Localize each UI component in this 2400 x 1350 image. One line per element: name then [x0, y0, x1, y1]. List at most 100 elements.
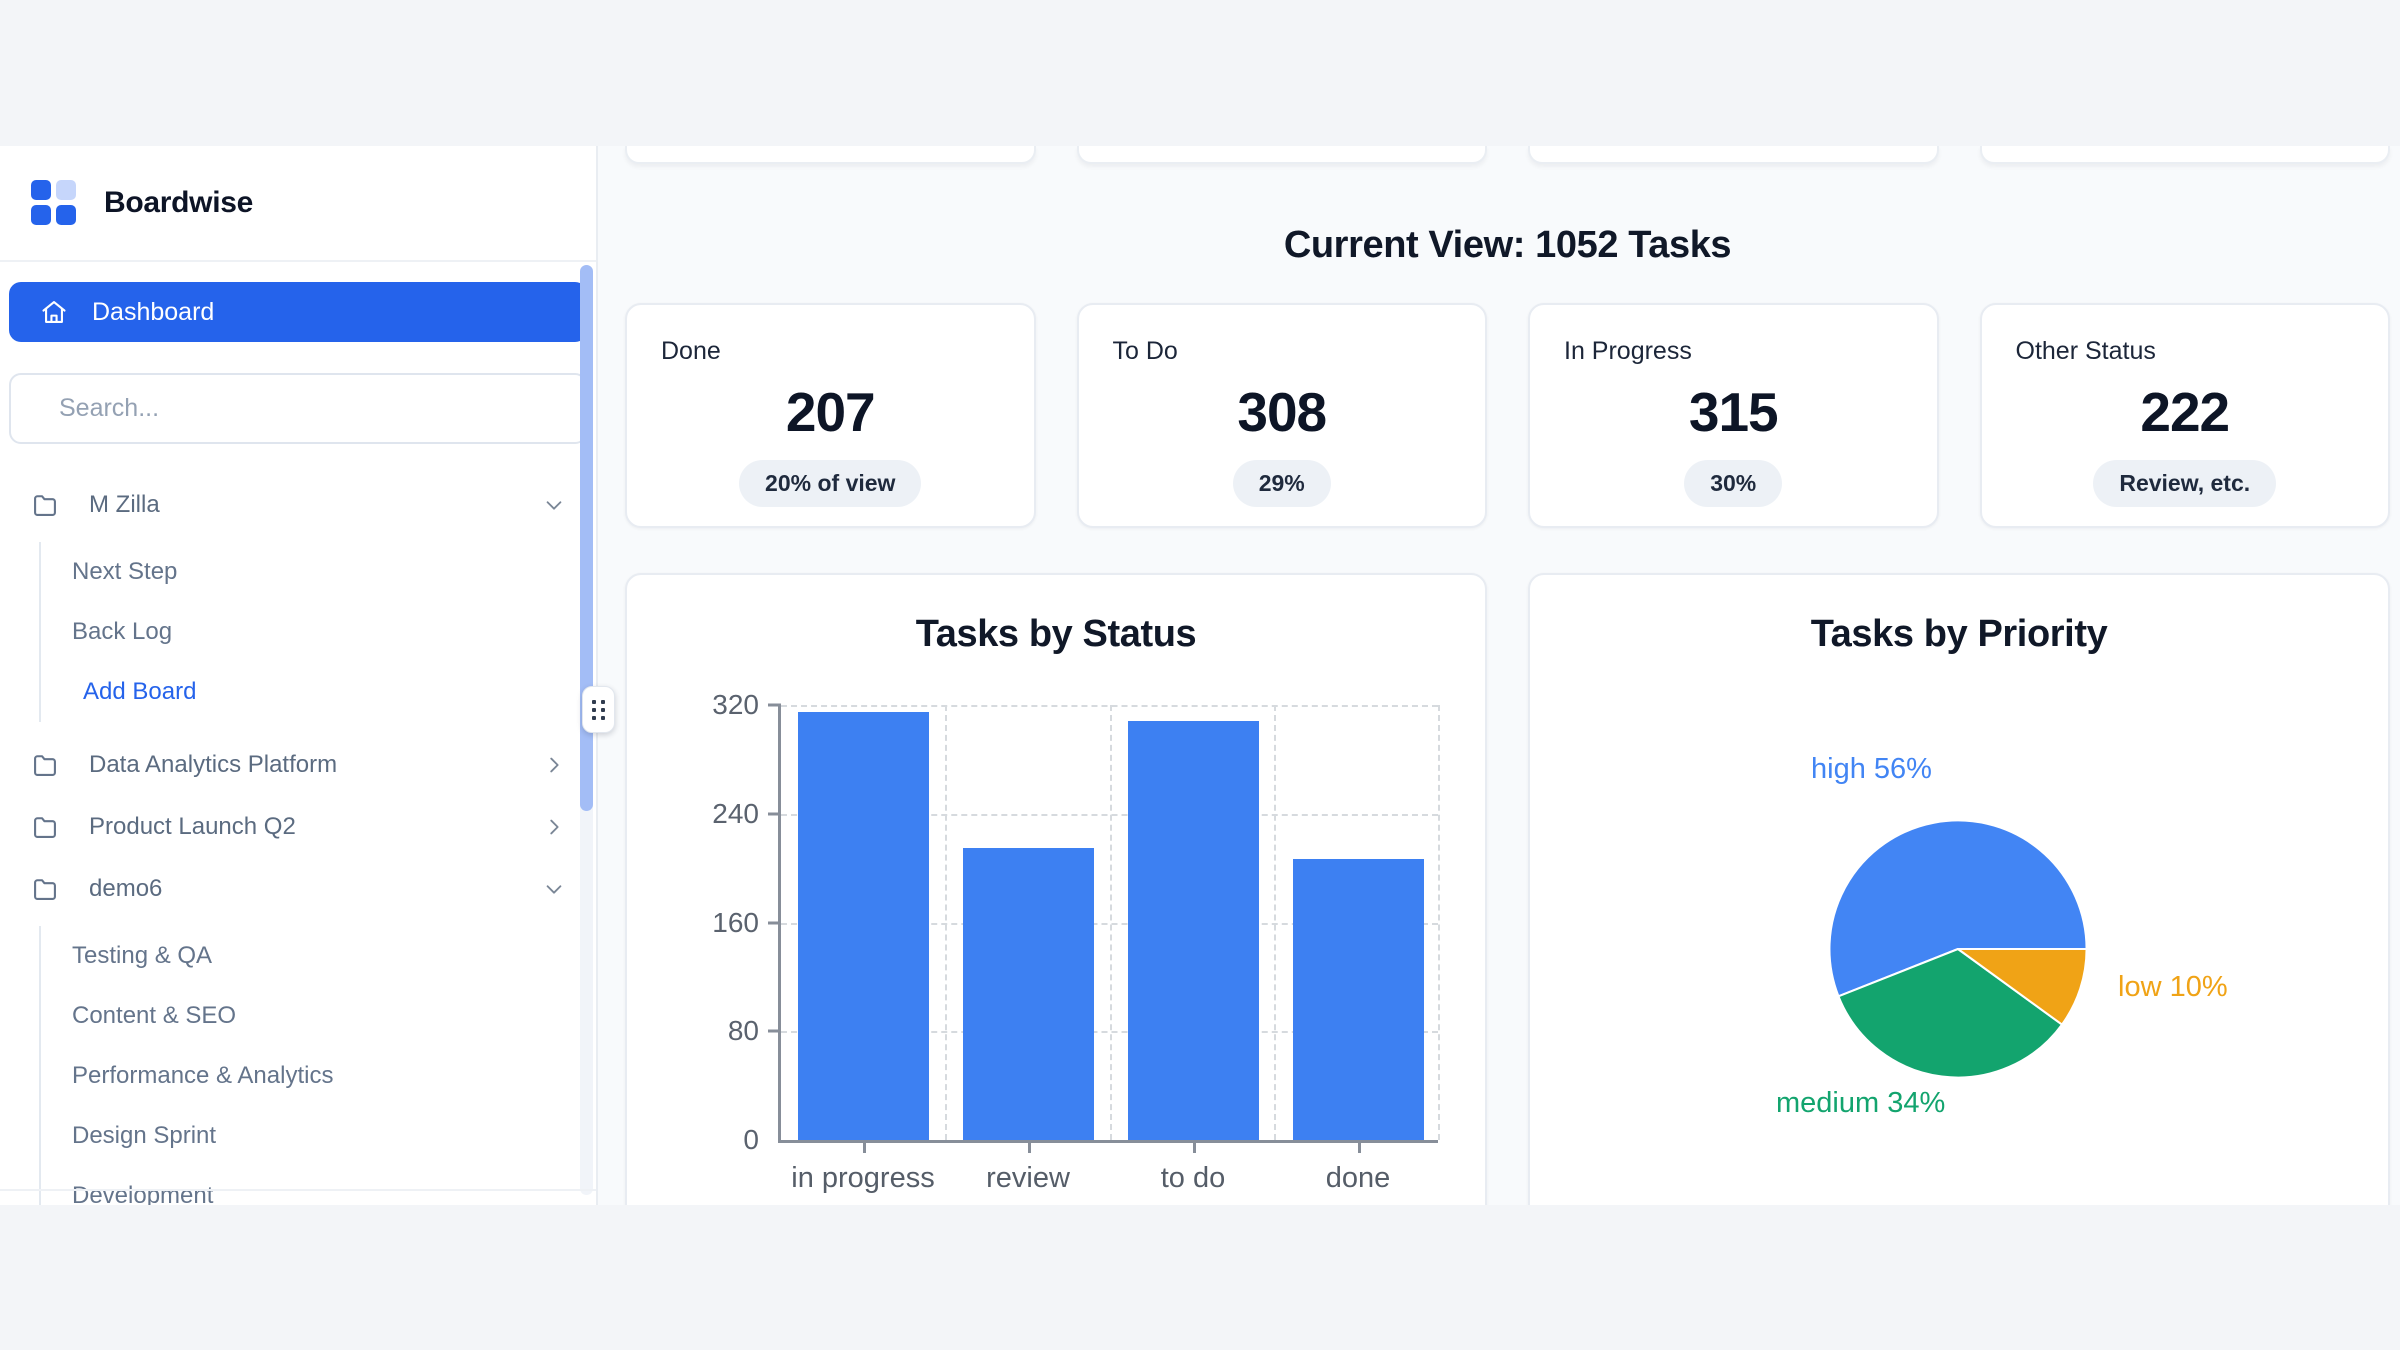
brand-logo-icon	[31, 180, 77, 226]
add-board-button[interactable]: Add Board	[83, 678, 197, 705]
grip-dots-icon	[591, 699, 606, 720]
sidebar-item-data-analytics-platform[interactable]: Data Analytics Platform	[9, 734, 587, 796]
sidebar-resize-handle[interactable]	[582, 686, 615, 733]
folder-icon	[34, 879, 56, 900]
x-tick-mark	[863, 1140, 866, 1153]
chevron-right-icon	[550, 757, 559, 773]
clipped-card	[625, 146, 1036, 164]
stat-badge: 30%	[1684, 460, 1783, 507]
stat-badge: 29%	[1232, 460, 1331, 507]
project-label: M Zilla	[89, 491, 160, 518]
charts-row: Tasks by Status 320 240 160	[625, 573, 2390, 1205]
stat-badge: 20% of view	[739, 460, 922, 507]
bar-to-do[interactable]	[1128, 721, 1259, 1140]
stat-card-done: Done 207 20% of view	[625, 303, 1036, 528]
board-item[interactable]: Performance & Analytics	[72, 1062, 334, 1089]
y-tick-mark	[768, 1029, 781, 1033]
y-axis-tick: 160	[712, 906, 759, 938]
pie-label-medium: medium 34%	[1776, 1087, 1946, 1119]
sidebar: Boardwise Dashboard M Zilla	[0, 146, 598, 1205]
sidebar-scrollbar-thumb[interactable]	[580, 265, 593, 811]
gridline	[1438, 705, 1440, 1140]
x-axis-label: review	[986, 1162, 1070, 1194]
board-item[interactable]: Next Step	[72, 558, 178, 585]
board-item[interactable]: Testing & QA	[72, 942, 213, 969]
bar-review[interactable]	[963, 847, 1094, 1140]
folder-icon	[34, 495, 56, 516]
board-item[interactable]: Back Log	[72, 618, 173, 645]
pie-slice-high[interactable]	[1828, 819, 2088, 998]
stat-value: 222	[2140, 381, 2230, 443]
x-tick-mark	[1193, 1140, 1196, 1153]
x-tick-mark	[1358, 1140, 1361, 1153]
y-axis-tick: 0	[743, 1124, 759, 1155]
chevron-down-icon	[546, 501, 562, 510]
bar-done[interactable]	[1293, 858, 1424, 1140]
board-item[interactable]: Content & SEO	[72, 1002, 237, 1029]
stat-value: 207	[785, 381, 876, 443]
logo-square	[31, 205, 51, 225]
clipped-card	[1528, 146, 1939, 164]
stat-label: In Progress	[1564, 337, 1692, 365]
demo6-boards: Testing & QA Content & SEO Performance &…	[39, 926, 587, 1205]
stat-card-to-do: To Do 308 29%	[1076, 303, 1487, 528]
m-zilla-boards: Next Step Back Log Add Board	[39, 542, 587, 722]
sidebar-item-demo6[interactable]: demo6	[9, 858, 587, 920]
y-axis-tick: 80	[727, 1015, 759, 1047]
project-list: M Zilla Next Step Back Log Add Board Dat…	[9, 474, 587, 1205]
pie-label-high: high 56%	[1811, 753, 1932, 785]
dashboard-label: Dashboard	[92, 297, 215, 326]
project-label: Product Launch Q2	[89, 813, 296, 840]
home-icon	[42, 301, 66, 323]
x-axis-label: done	[1325, 1162, 1391, 1194]
page-title: Current View: 1052 Tasks	[1283, 224, 1732, 266]
x-axis-label: to do	[1160, 1162, 1226, 1194]
folder-icon	[34, 755, 56, 776]
sidebar-item-m-zilla[interactable]: M Zilla	[9, 474, 587, 536]
priority-pie-chart	[1828, 819, 2088, 1079]
chart-title: Tasks by Status	[915, 613, 1197, 655]
sidebar-item-product-launch-q2[interactable]: Product Launch Q2	[9, 796, 587, 858]
stat-value: 315	[1688, 381, 1779, 443]
stat-label: Other Status	[2015, 337, 2156, 365]
gridline	[1273, 705, 1276, 1140]
pie-label-low: low 10%	[2118, 971, 2228, 1003]
stats-row: Done 207 20% of view To Do 308 29% In Pr…	[625, 303, 2390, 528]
project-label: Data Analytics Platform	[89, 751, 338, 778]
clipped-card	[1979, 146, 2390, 164]
x-axis-label: in progress	[791, 1162, 935, 1194]
stat-card-other-status: Other Status 222 Review, etc.	[1979, 303, 2390, 528]
sidebar-header: Boardwise	[0, 146, 596, 262]
pie-slice-low[interactable]	[1956, 947, 2088, 1026]
logo-square	[56, 205, 76, 225]
pie-slice-medium[interactable]	[1837, 947, 2064, 1079]
clipped-card-row	[625, 146, 2390, 164]
app-window: Boardwise Dashboard M Zilla	[0, 146, 2400, 1205]
y-tick-mark	[768, 812, 781, 816]
logo-square	[31, 180, 51, 200]
stat-badge: Review, etc.	[2093, 460, 2277, 507]
tasks-by-priority-chart-card: Tasks by Priority high 56% medium 34% lo…	[1528, 573, 2390, 1205]
folder-icon	[34, 817, 56, 838]
chevron-down-icon	[546, 885, 562, 894]
chevron-right-icon	[550, 819, 559, 835]
chart-title: Tasks by Priority	[1810, 613, 2108, 655]
board-item[interactable]: Development	[72, 1182, 214, 1205]
y-axis-tick: 240	[712, 797, 759, 829]
y-tick-mark	[768, 921, 781, 924]
logo-square-light	[56, 180, 76, 200]
project-label: demo6	[89, 875, 163, 902]
y-axis-tick: 320	[712, 689, 759, 720]
bar-in-progress[interactable]	[798, 711, 929, 1140]
stat-card-in-progress: In Progress 315 30%	[1528, 303, 1939, 528]
board-item[interactable]: Design Sprint	[72, 1122, 217, 1149]
y-tick-mark	[768, 703, 781, 707]
stat-label: Done	[661, 337, 721, 365]
stat-value: 308	[1237, 381, 1327, 443]
sidebar-divider	[0, 1189, 596, 1191]
dashboard-button[interactable]: Dashboard	[9, 282, 587, 342]
sidebar-nav: Dashboard M Zilla Next Step Back Log Ad	[0, 262, 596, 1205]
tasks-by-status-chart-card: Tasks by Status 320 240 160	[625, 573, 1487, 1205]
x-tick-mark	[1028, 1140, 1031, 1153]
search-input[interactable]	[9, 373, 587, 444]
